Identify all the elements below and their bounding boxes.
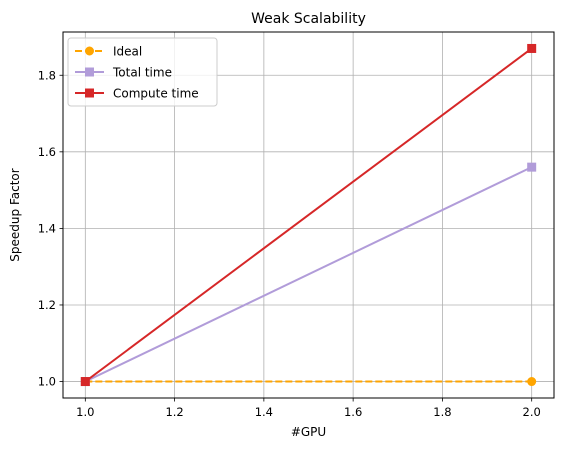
data-point <box>527 377 537 387</box>
legend-label: Compute time <box>113 87 199 101</box>
legend-entry: Ideal <box>75 45 142 59</box>
data-point <box>80 377 90 387</box>
legend-label: Ideal <box>113 45 142 59</box>
y-tick-label: 1.0 <box>38 375 56 389</box>
legend-entry: Total time <box>75 66 172 80</box>
x-tick-label: 2.0 <box>523 405 541 419</box>
legend-marker <box>85 67 94 77</box>
ticks: 1.0 1.2 1.4 1.6 1.8 2.0 1.0 1.2 1.4 1.6 1.8 <box>38 68 541 419</box>
legend-box <box>67 37 218 107</box>
y-tick-label: 1.2 <box>38 298 56 312</box>
x-tick-label: 1.0 <box>76 405 94 419</box>
legend: Ideal Total time Compute time <box>67 37 218 107</box>
y-axis-label: Speedup Factor <box>8 168 22 261</box>
legend-entry: Compute time <box>75 87 199 101</box>
legend-marker <box>85 46 94 56</box>
y-tick-label: 1.8 <box>38 68 56 82</box>
x-tick-label: 1.8 <box>433 405 451 419</box>
grid <box>63 32 554 398</box>
x-axis-label: #GPU <box>291 425 326 439</box>
series-line <box>84 166 533 383</box>
legend-marker <box>85 88 94 98</box>
plot-frame <box>62 31 555 399</box>
legend-label: Total time <box>112 66 172 80</box>
chart-title: Weak Scalability <box>251 11 366 27</box>
series-line <box>84 47 533 383</box>
x-tick-label: 1.4 <box>255 405 273 419</box>
x-tick-label: 1.2 <box>165 405 183 419</box>
data-point <box>527 162 537 172</box>
data-point <box>527 43 537 53</box>
y-tick-label: 1.4 <box>38 221 56 235</box>
series-2 <box>80 43 537 387</box>
x-tick-label: 1.6 <box>344 405 362 419</box>
series-layer <box>80 43 537 387</box>
y-tick-label: 1.6 <box>38 145 56 159</box>
